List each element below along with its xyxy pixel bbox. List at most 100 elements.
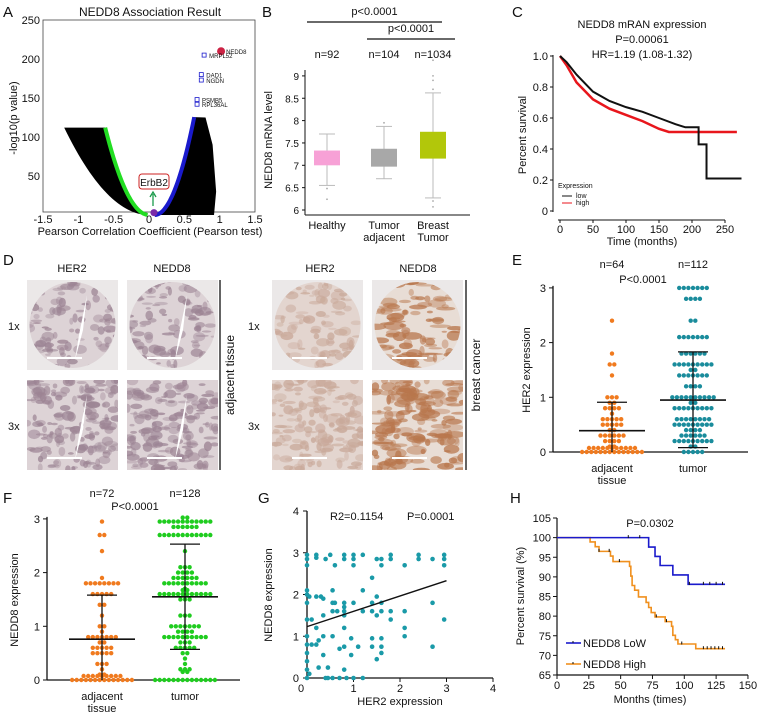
- tissue-stain: [295, 314, 306, 319]
- tissue-stain: [314, 435, 320, 443]
- tissue-stain: [431, 419, 438, 422]
- data-point-F: [162, 532, 167, 538]
- tissue-stain: [282, 400, 296, 405]
- data-point-g: [441, 562, 447, 568]
- y-tick-label-g: 0: [293, 673, 299, 685]
- negative-gene-cloud: [64, 127, 149, 215]
- tissue-stain: [83, 408, 93, 416]
- y-tick-label-b: 8.5: [285, 94, 299, 105]
- data-point-E: [614, 422, 619, 427]
- tissue-stain: [57, 432, 63, 438]
- data-point-E: [616, 406, 622, 411]
- y-tick-label-F: 0: [34, 675, 40, 687]
- tissue-stain: [425, 337, 436, 346]
- tissue-stain: [53, 460, 60, 465]
- tissue-stain: [164, 446, 174, 454]
- tissue-stain: [299, 440, 309, 450]
- data-point-F: [203, 677, 208, 683]
- tissue-stain: [172, 438, 184, 445]
- data-point-g: [304, 650, 310, 656]
- data-point-F: [178, 597, 183, 602]
- data-point-g: [304, 600, 310, 606]
- n-label-b: n=1034: [414, 49, 451, 61]
- tissue-stain: [385, 457, 391, 464]
- tissue-stain: [27, 447, 36, 451]
- data-point-g: [330, 633, 335, 639]
- data-point-F: [194, 581, 199, 586]
- data-point-E: [688, 367, 693, 373]
- tissue-stain: [210, 415, 218, 420]
- data-point-E: [607, 433, 612, 438]
- tissue-stain: [273, 454, 281, 461]
- tissue-stain: [79, 385, 84, 394]
- data-point-g: [344, 675, 349, 681]
- legend-label-h: NEDD8 LoW: [583, 638, 647, 650]
- tissue-stain: [59, 346, 65, 356]
- data-point-E: [688, 296, 693, 302]
- data-point-F: [198, 519, 204, 524]
- tissue-stain: [325, 337, 335, 347]
- data-point-F: [189, 524, 195, 530]
- tissue-stain: [56, 440, 66, 446]
- tissue-stain: [75, 309, 86, 313]
- x-tick-label-c: 50: [587, 224, 599, 236]
- tissue-stain: [289, 465, 296, 470]
- tissue-stain: [95, 458, 101, 467]
- tissue-stain: [76, 380, 87, 385]
- tissue-stain: [317, 430, 328, 440]
- y-axis-title-g: NEDD8 expression: [263, 548, 275, 642]
- tissue-stain: [43, 342, 55, 348]
- y-tick-label-F: 3: [34, 514, 40, 526]
- tissue-stain: [110, 384, 118, 395]
- tissue-stain: [50, 422, 58, 426]
- tissue-stain: [432, 295, 448, 302]
- data-point-g: [330, 588, 335, 593]
- tissue-stain: [145, 310, 154, 321]
- data-point-F: [102, 581, 107, 586]
- tissue-stain: [53, 391, 68, 398]
- data-point-F: [90, 634, 96, 640]
- tissue-stain: [202, 423, 209, 426]
- data-point-F: [178, 640, 183, 645]
- tissue-stain: [439, 397, 458, 406]
- data-point-E: [679, 416, 684, 422]
- tissue-stain: [69, 328, 75, 333]
- data-point-F: [157, 519, 162, 524]
- x-tick-label-a: -1.5: [34, 214, 53, 226]
- tissue-stain: [182, 427, 190, 434]
- tissue-stain: [139, 320, 152, 326]
- data-point-F: [99, 575, 105, 581]
- outlier-b: [326, 187, 328, 190]
- gene-point-psmb5: [194, 97, 200, 102]
- data-point-F: [175, 519, 181, 524]
- tissue-stain: [283, 465, 294, 470]
- tissue-stain: [129, 388, 141, 393]
- category-label-b: Tumor: [368, 220, 400, 232]
- tissue-stain: [420, 404, 428, 414]
- tissue-stain: [313, 333, 320, 340]
- tissue-stain: [297, 347, 306, 350]
- tissue-stain: [37, 463, 43, 470]
- tissue-stain: [58, 446, 66, 457]
- negative-correlation-curve: [103, 127, 148, 217]
- microscopy-col-nedd8-cancer: NEDD8: [399, 263, 436, 275]
- tissue-stain: [312, 396, 326, 402]
- tissue-stain: [80, 385, 95, 395]
- outlier-b: [432, 88, 434, 91]
- data-point-F: [175, 570, 181, 575]
- data-point-F: [109, 634, 114, 640]
- tissue-stain: [457, 453, 463, 463]
- tissue-stain: [57, 339, 69, 344]
- data-point-E: [612, 362, 617, 367]
- data-point-g: [379, 608, 384, 614]
- data-point-E: [632, 445, 638, 451]
- tissue-stain: [139, 462, 149, 468]
- tissue-stain: [198, 383, 206, 387]
- tissue-stain: [336, 459, 343, 469]
- tissue-stain: [386, 394, 392, 405]
- data-point-F: [95, 673, 100, 679]
- data-point-g: [379, 644, 384, 649]
- data-point-g: [332, 562, 338, 568]
- data-point-E: [700, 422, 705, 427]
